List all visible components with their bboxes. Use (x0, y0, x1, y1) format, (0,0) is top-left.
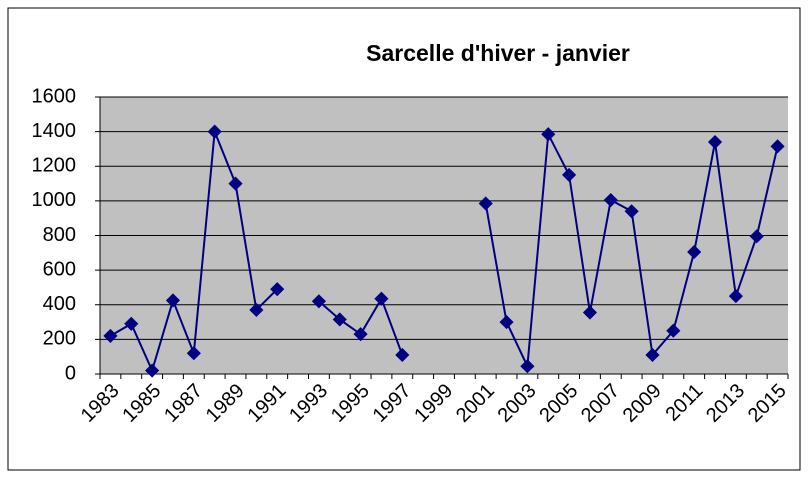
data-point (332, 312, 347, 327)
data-point (520, 359, 535, 374)
data-point (353, 327, 368, 342)
data-point (228, 176, 243, 191)
y-tick-label: 1400 (32, 120, 77, 142)
data-point (499, 314, 514, 330)
data-point (624, 204, 639, 219)
data-point (249, 302, 264, 318)
data-point (645, 347, 660, 363)
chart-title: Sarcelle d'hiver - janvier (366, 40, 630, 66)
data-point (145, 363, 160, 378)
y-tick-label: 800 (43, 224, 76, 246)
y-tick-label: 1600 (32, 85, 77, 107)
data-point (165, 293, 181, 308)
data-point (770, 139, 785, 154)
data-point (124, 316, 139, 331)
data-point (582, 305, 598, 320)
data-point (728, 289, 743, 304)
y-tick-label: 400 (43, 293, 76, 315)
data-point (666, 323, 681, 338)
data-point (478, 196, 493, 211)
data-point (311, 294, 326, 309)
y-tick-label: 1200 (32, 155, 77, 177)
y-tick-label: 1000 (32, 189, 77, 211)
data-point (374, 291, 389, 306)
data-point (687, 244, 702, 260)
data-point (562, 167, 577, 182)
y-tick-label: 600 (43, 258, 76, 280)
data-point (749, 229, 764, 244)
y-tick-label: 200 (43, 328, 76, 350)
data-point (541, 127, 556, 142)
data-point (103, 328, 118, 343)
data-point (186, 346, 201, 361)
data-point (395, 347, 410, 363)
data-point (707, 134, 723, 150)
data-point (603, 192, 618, 208)
data-point (270, 282, 285, 297)
y-tick-label: 0 (65, 362, 76, 384)
